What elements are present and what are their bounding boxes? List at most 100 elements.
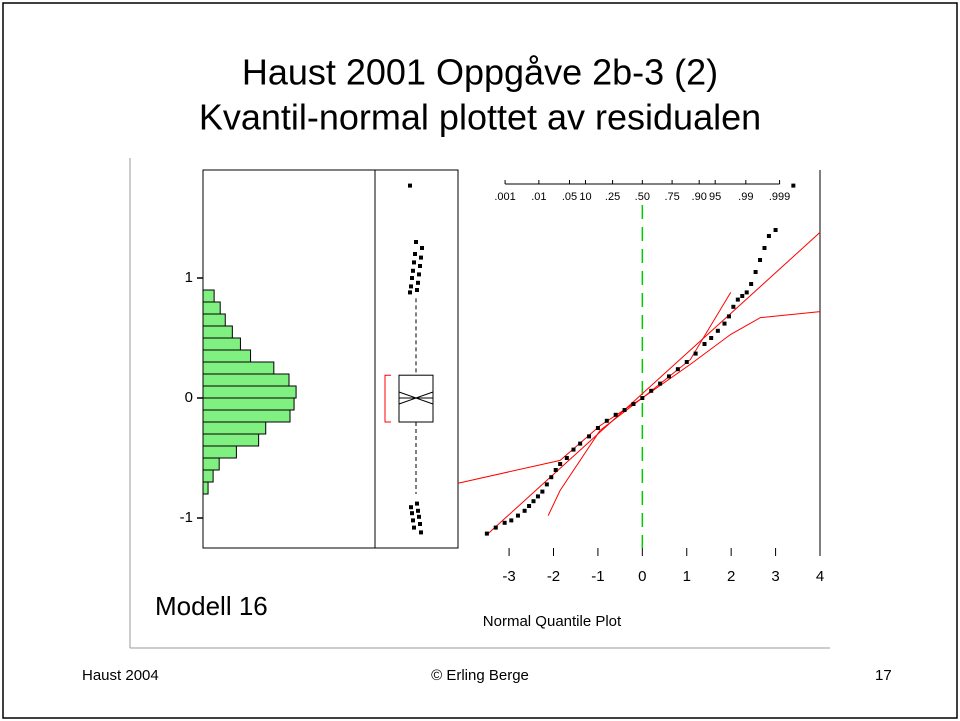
prob-tick-label: .01 bbox=[531, 191, 546, 203]
bar bbox=[202, 445, 237, 459]
bar bbox=[202, 301, 221, 315]
caption: Modell 16 bbox=[155, 591, 268, 621]
point bbox=[515, 513, 520, 518]
footer-center: © Erling Berge bbox=[431, 667, 529, 684]
point bbox=[693, 351, 698, 356]
prob-tick-label: .05 bbox=[562, 191, 577, 203]
point bbox=[758, 258, 763, 262]
point bbox=[564, 456, 569, 460]
outlier bbox=[411, 268, 415, 273]
point bbox=[715, 328, 720, 333]
bar bbox=[202, 409, 291, 423]
outlier bbox=[414, 240, 418, 244]
point bbox=[493, 525, 498, 530]
x-tick-label: -3 bbox=[502, 568, 515, 585]
prob-tick-label: .25 bbox=[605, 191, 620, 203]
y-tick-label: 0 bbox=[185, 389, 193, 406]
prob-tick-label: .75 bbox=[664, 191, 679, 203]
point bbox=[766, 234, 771, 238]
x-tick-label: 4 bbox=[816, 568, 824, 585]
outlier bbox=[409, 284, 413, 289]
outlier bbox=[420, 246, 424, 250]
outlier bbox=[415, 288, 419, 292]
point bbox=[753, 270, 758, 274]
outlier bbox=[413, 252, 417, 256]
outlier bbox=[411, 518, 415, 523]
point bbox=[540, 489, 545, 494]
point bbox=[571, 447, 576, 452]
point bbox=[740, 294, 745, 298]
prob-tick-label: .001 bbox=[494, 191, 515, 203]
point bbox=[791, 183, 796, 188]
point bbox=[531, 499, 536, 504]
point bbox=[631, 402, 636, 406]
point bbox=[622, 408, 627, 412]
point bbox=[749, 282, 754, 286]
page-number: 17 bbox=[875, 667, 892, 684]
bar bbox=[202, 433, 260, 447]
point bbox=[558, 462, 563, 466]
x-tick-label: 2 bbox=[727, 568, 735, 585]
point bbox=[553, 468, 558, 472]
point bbox=[613, 412, 618, 417]
bar bbox=[202, 481, 209, 495]
shortest-half bbox=[384, 374, 391, 423]
point bbox=[735, 297, 740, 302]
outlier bbox=[416, 280, 420, 285]
outlier bbox=[418, 522, 422, 526]
outlier bbox=[408, 290, 412, 295]
point bbox=[604, 418, 609, 423]
bar bbox=[202, 349, 252, 363]
prob-tick-label: .999 bbox=[769, 191, 790, 203]
outlier bbox=[409, 505, 413, 510]
point bbox=[684, 360, 689, 364]
point bbox=[731, 304, 736, 309]
prob-tick-label: .99 bbox=[738, 191, 753, 203]
outlier bbox=[417, 272, 421, 277]
outlier bbox=[415, 501, 419, 506]
outlier bbox=[419, 530, 423, 535]
point bbox=[522, 508, 527, 513]
point bbox=[587, 434, 592, 439]
point bbox=[544, 482, 549, 487]
box bbox=[398, 374, 434, 423]
x-tick-label: -2 bbox=[547, 568, 560, 585]
x-tick-label: 3 bbox=[771, 568, 779, 585]
prob-tick-label: 95 bbox=[709, 191, 721, 203]
point bbox=[666, 374, 671, 379]
point bbox=[722, 321, 727, 326]
point bbox=[484, 531, 489, 536]
y-tick-label: 1 bbox=[185, 269, 193, 286]
point bbox=[578, 441, 583, 446]
bar bbox=[202, 313, 226, 327]
point bbox=[702, 342, 707, 346]
x-tick-label: -1 bbox=[591, 568, 604, 585]
point bbox=[709, 336, 714, 340]
point bbox=[726, 314, 731, 319]
outlier bbox=[418, 264, 422, 268]
bar bbox=[202, 361, 275, 375]
bar bbox=[202, 397, 295, 411]
point bbox=[502, 520, 507, 525]
y-tick-label: -1 bbox=[180, 509, 193, 526]
point bbox=[535, 494, 540, 499]
bar bbox=[202, 373, 290, 387]
title-line: Kvantil-normal plottet av residualen bbox=[199, 97, 761, 138]
point bbox=[595, 426, 600, 430]
point bbox=[640, 396, 645, 400]
confidence-band bbox=[547, 292, 732, 516]
bar bbox=[202, 421, 267, 435]
bar bbox=[202, 457, 220, 471]
point bbox=[549, 475, 554, 480]
outlier bbox=[419, 255, 423, 260]
bar bbox=[202, 337, 241, 351]
point bbox=[773, 228, 778, 232]
point bbox=[762, 246, 767, 250]
outlier bbox=[410, 276, 414, 280]
x-tick-label: 0 bbox=[638, 568, 646, 585]
point bbox=[744, 290, 749, 295]
prob-tick-label: .50 bbox=[635, 191, 650, 203]
outlier bbox=[416, 508, 420, 513]
